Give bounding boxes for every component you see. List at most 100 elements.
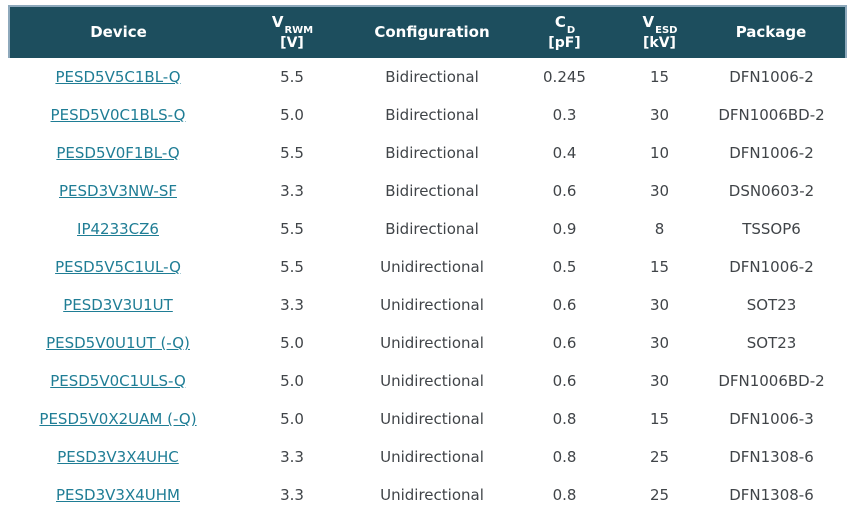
cell-vrwm: 3.3 [227,286,357,324]
cell-vrwm: 3.3 [227,476,357,514]
cell-vesd: 15 [622,400,697,438]
device-link[interactable]: PESD5V0C1ULS-Q [50,372,186,390]
column-unit: [kV] [643,35,676,52]
table-row: PESD5V5C1BL-Q 5.5 Bidirectional 0.245 15 DFN1… [9,58,846,96]
cell-vesd: 25 [622,438,697,476]
cell-configuration: Bidirectional [357,172,507,210]
cell-cd: 0.8 [507,438,622,476]
cell-vrwm: 5.0 [227,400,357,438]
cell-device: PESD3V3X4UHM [9,476,227,514]
cell-package: DFN1308-6 [697,476,846,514]
cell-cd: 0.6 [507,362,622,400]
cell-device: PESD3V3X4UHC [9,438,227,476]
cell-package: DFN1006BD-2 [697,362,846,400]
device-link[interactable]: PESD5V0C1BLS-Q [50,106,186,124]
cell-cd: 0.9 [507,210,622,248]
table-row: PESD3V3X4UHC 3.3 Unidirectional 0.8 25 DFN130… [9,438,846,476]
column-symbol: V [642,12,655,31]
column-header-vesd: VESD [kV] [622,5,697,58]
table-row: PESD5V0X2UAM (-Q) 5.0 Unidirectional 0.8 15 D… [9,400,846,438]
column-symbol: C [554,12,566,31]
cell-cd: 0.245 [507,58,622,96]
cell-vrwm: 3.3 [227,172,357,210]
device-link[interactable]: PESD5V0U1UT (-Q) [46,334,190,352]
cell-cd: 0.6 [507,324,622,362]
cell-vrwm: 5.5 [227,58,357,96]
cell-device: PESD5V5C1BL-Q [9,58,227,96]
cell-configuration: Unidirectional [357,248,507,286]
cell-package: DFN1006-2 [697,134,846,172]
device-link[interactable]: PESD3V3NW-SF [59,182,177,200]
cell-vrwm: 3.3 [227,438,357,476]
cell-configuration: Unidirectional [357,286,507,324]
cell-cd: 0.8 [507,476,622,514]
cell-cd: 0.6 [507,286,622,324]
cell-vesd: 30 [622,286,697,324]
table-head: Device VRWM [V] Configuration CD [pF] VESD [kV]… [8,5,847,58]
table-header-row: Device VRWM [V] Configuration CD [pF] VESD [kV]… [8,5,847,58]
device-link[interactable]: PESD5V5C1BL-Q [55,68,181,86]
cell-configuration: Unidirectional [357,362,507,400]
cell-configuration: Unidirectional [357,400,507,438]
column-unit: [pF] [548,35,581,52]
cell-vesd: 30 [622,324,697,362]
cell-package: DFN1006BD-2 [697,96,846,134]
cell-configuration: Bidirectional [357,96,507,134]
cell-vesd: 25 [622,476,697,514]
cell-vesd: 30 [622,172,697,210]
cell-device: PESD5V0U1UT (-Q) [9,324,227,362]
cell-cd: 0.8 [507,400,622,438]
cell-vrwm: 5.0 [227,324,357,362]
cell-device: PESD3V3NW-SF [9,172,227,210]
cell-device: PESD5V0F1BL-Q [9,134,227,172]
device-link[interactable]: PESD3V3X4UHC [57,448,179,466]
cell-vesd: 15 [622,58,697,96]
column-header-device: Device [8,5,227,58]
cell-configuration: Bidirectional [357,210,507,248]
table-row: PESD3V3NW-SF 3.3 Bidirectional 0.6 30 DSN0603… [9,172,846,210]
cell-device: PESD3V3U1UT [9,286,227,324]
device-link[interactable]: PESD3V3X4UHM [56,486,180,504]
cell-vrwm: 5.5 [227,134,357,172]
cell-package: DFN1006-2 [697,58,846,96]
cell-vrwm: 5.0 [227,96,357,134]
table-row: PESD3V3X4UHM 3.3 Unidirectional 0.8 25 DFN130… [9,476,846,514]
cell-vrwm: 5.0 [227,362,357,400]
cell-package: DFN1006-3 [697,400,846,438]
cell-package: DFN1006-2 [697,248,846,286]
cell-configuration: Unidirectional [357,324,507,362]
column-header-configuration: Configuration [357,5,507,58]
table-row: IP4233CZ6 5.5 Bidirectional 0.9 8 TSSOP6 [9,210,846,248]
cell-vrwm: 5.5 [227,248,357,286]
cell-package: SOT23 [697,286,846,324]
device-link[interactable]: PESD3V3U1UT [63,296,173,314]
cell-vesd: 30 [622,362,697,400]
device-link[interactable]: PESD5V0X2UAM (-Q) [39,410,197,428]
cell-device: IP4233CZ6 [9,210,227,248]
cell-cd: 0.3 [507,96,622,134]
device-link[interactable]: PESD5V0F1BL-Q [56,144,180,162]
table-row: PESD3V3U1UT 3.3 Unidirectional 0.6 30 SOT23 [9,286,846,324]
cell-package: DFN1308-6 [697,438,846,476]
cell-device: PESD5V0X2UAM (-Q) [9,400,227,438]
device-link[interactable]: PESD5V5C1UL-Q [55,258,181,276]
device-table: Device VRWM [V] Configuration CD [pF] VESD [kV]… [8,5,847,514]
table-row: PESD5V0U1UT (-Q) 5.0 Unidirectional 0.6 30 SO… [9,324,846,362]
table-row: PESD5V0C1ULS-Q 5.0 Unidirectional 0.6 30 DFN1… [9,362,846,400]
cell-configuration: Unidirectional [357,438,507,476]
column-header-vrwm: VRWM [V] [227,5,357,58]
column-symbol-subscript: ESD [655,24,678,36]
cell-vrwm: 5.5 [227,210,357,248]
cell-package: TSSOP6 [697,210,846,248]
device-link[interactable]: IP4233CZ6 [77,220,159,238]
column-unit: [V] [280,35,304,52]
cell-cd: 0.6 [507,172,622,210]
table-body: PESD5V5C1BL-Q 5.5 Bidirectional 0.245 15 DFN1… [9,58,846,514]
cell-vesd: 8 [622,210,697,248]
cell-package: DSN0603-2 [697,172,846,210]
cell-configuration: Unidirectional [357,476,507,514]
table-row: PESD5V5C1UL-Q 5.5 Unidirectional 0.5 15 DFN10… [9,248,846,286]
column-symbol-subscript: RWM [284,24,314,36]
table-row: PESD5V0F1BL-Q 5.5 Bidirectional 0.4 10 DFN100… [9,134,846,172]
